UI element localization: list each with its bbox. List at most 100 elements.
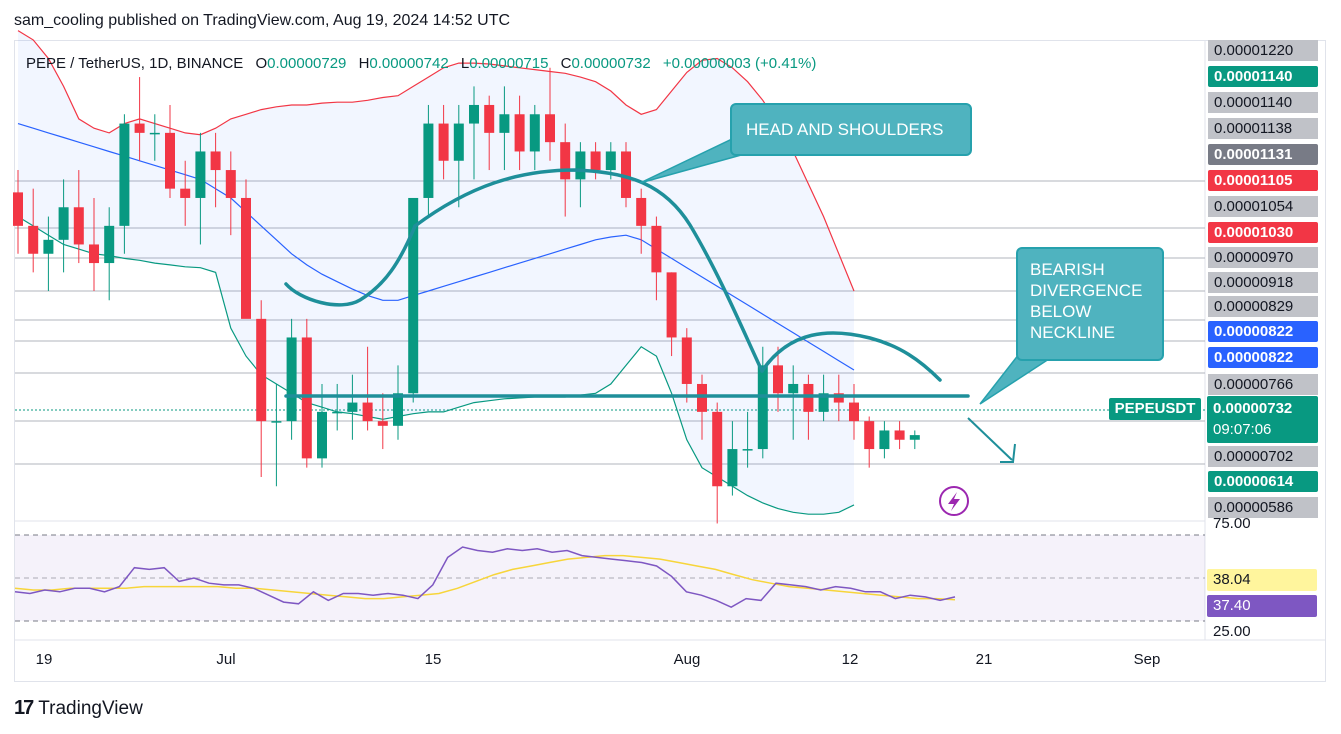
candle-body — [408, 197, 419, 394]
candle-body — [347, 402, 358, 412]
head-shoulders-callout[interactable]: HEAD AND SHOULDERS — [730, 103, 972, 156]
divergence-line: BEARISH — [1030, 260, 1105, 279]
price-scale-label: 0.00001220 — [1208, 40, 1318, 61]
candle-body — [149, 132, 160, 135]
rsi-lower-label: 25.00 — [1213, 623, 1251, 640]
candle-body — [849, 402, 859, 422]
price-scale-label: 0.00001054 — [1208, 196, 1318, 217]
legend-open-label: O — [255, 55, 268, 72]
candle-body — [73, 207, 84, 245]
projection-arrow — [967, 417, 1016, 463]
candle-body — [134, 123, 145, 133]
rsi-moving-average — [14, 554, 956, 601]
price-scale-label: 0.00001140 — [1208, 66, 1318, 87]
candle-body — [393, 393, 403, 426]
candle-body — [545, 114, 555, 143]
bar-countdown: 09:07:06 — [1213, 421, 1272, 438]
rsi-ma-value: 38.04 — [1207, 569, 1317, 591]
divergence-line: BELOW — [1030, 302, 1092, 321]
candle-body — [256, 318, 267, 422]
candle-body — [560, 142, 571, 180]
candle-body — [697, 383, 707, 412]
price-scale-label: 0.00001131 — [1208, 144, 1318, 165]
price-scale-label: 0.00000614 — [1208, 471, 1318, 492]
chart-frame[interactable] — [14, 40, 1326, 682]
candle-body — [879, 430, 890, 450]
candle-body — [377, 421, 388, 426]
candle-body — [818, 393, 829, 412]
candle-body — [301, 337, 312, 459]
candle-body — [514, 114, 525, 152]
tradingview-logo-icon: 17 — [14, 697, 34, 719]
divergence-line: DIVERGENCE — [1030, 281, 1143, 300]
candle-body — [317, 411, 327, 459]
left-shoulder-arc — [284, 224, 417, 307]
current-price: 0.00000732 — [1213, 400, 1293, 417]
publisher-header: sam_cooling published on TradingView.com… — [14, 12, 511, 29]
x-axis-label: 19 — [35, 651, 53, 668]
legend-close: 0.00000732 — [571, 55, 651, 72]
candle-body — [621, 151, 631, 198]
candle-body — [28, 225, 39, 254]
price-scale-label: 0.00000822 — [1208, 321, 1318, 342]
legend-high-label: H — [358, 55, 370, 72]
candle-body — [89, 244, 99, 264]
current-price-tag: 0.00000732 09:07:06 — [1207, 396, 1318, 443]
rsi-value: 37.40 — [1207, 595, 1317, 617]
candle-body — [605, 151, 616, 171]
candle-body — [864, 421, 875, 450]
price-scale-label: 0.00001138 — [1208, 118, 1318, 139]
candle-body — [423, 123, 434, 198]
x-axis-label: 21 — [975, 651, 993, 668]
candle-body — [180, 188, 191, 198]
price-scale-label: 0.00000970 — [1208, 247, 1318, 268]
candle-body — [712, 411, 723, 487]
candle-body — [225, 170, 236, 198]
price-scale-label: 0.00001105 — [1208, 170, 1318, 191]
x-axis-label: Sep — [1133, 651, 1161, 668]
legend-change: +0.00000003 (+0.41%) — [662, 55, 817, 72]
head-arc — [413, 168, 764, 373]
divergence-callout[interactable]: BEARISH DIVERGENCE BELOW NECKLINE — [1016, 247, 1164, 361]
candle-body — [119, 123, 130, 226]
candle-body — [104, 225, 115, 264]
candle-body — [727, 449, 738, 487]
candle-body — [195, 151, 206, 198]
symbol-price-tag: PEPEUSDT — [1109, 398, 1201, 420]
price-scale-label: 0.00000702 — [1208, 446, 1318, 467]
rsi-line — [14, 546, 956, 609]
candle-body — [833, 393, 844, 403]
candle-body — [575, 151, 586, 180]
candle-body — [453, 123, 464, 161]
candle-body — [590, 151, 601, 171]
legend-symbol[interactable]: PEPE / TetherUS, 1D, BINANCE — [26, 55, 244, 72]
candle-body — [332, 411, 343, 414]
footer-brand[interactable]: 17 TradingView — [14, 697, 143, 720]
candle-body — [271, 421, 282, 423]
candle-body — [499, 114, 510, 133]
x-axis-label: Jul — [216, 651, 236, 668]
candle-body — [210, 151, 221, 171]
candle-body — [43, 239, 54, 254]
price-scale-label: 0.00000822 — [1208, 347, 1318, 368]
x-axis-label: 15 — [424, 651, 442, 668]
head-shoulders-text: HEAD AND SHOULDERS — [746, 120, 944, 139]
legend-high: 0.00000742 — [369, 55, 449, 72]
x-axis-label: 12 — [841, 651, 859, 668]
price-scale-label: 0.00001030 — [1208, 222, 1318, 243]
candle-body — [529, 114, 540, 152]
candle-body — [241, 197, 251, 319]
candle-body — [909, 435, 920, 440]
candle-body — [165, 132, 175, 189]
candle-body — [13, 192, 23, 226]
candle-body — [362, 402, 373, 422]
candle-body — [894, 430, 905, 440]
right-shoulder-arc — [760, 331, 942, 382]
candle-body — [742, 449, 753, 451]
legend-low: 0.00000715 — [469, 55, 549, 72]
candle-body — [484, 104, 495, 133]
candle-body — [681, 337, 692, 384]
legend-close-label: C — [560, 55, 572, 72]
bollinger-upper-band — [17, 30, 855, 292]
